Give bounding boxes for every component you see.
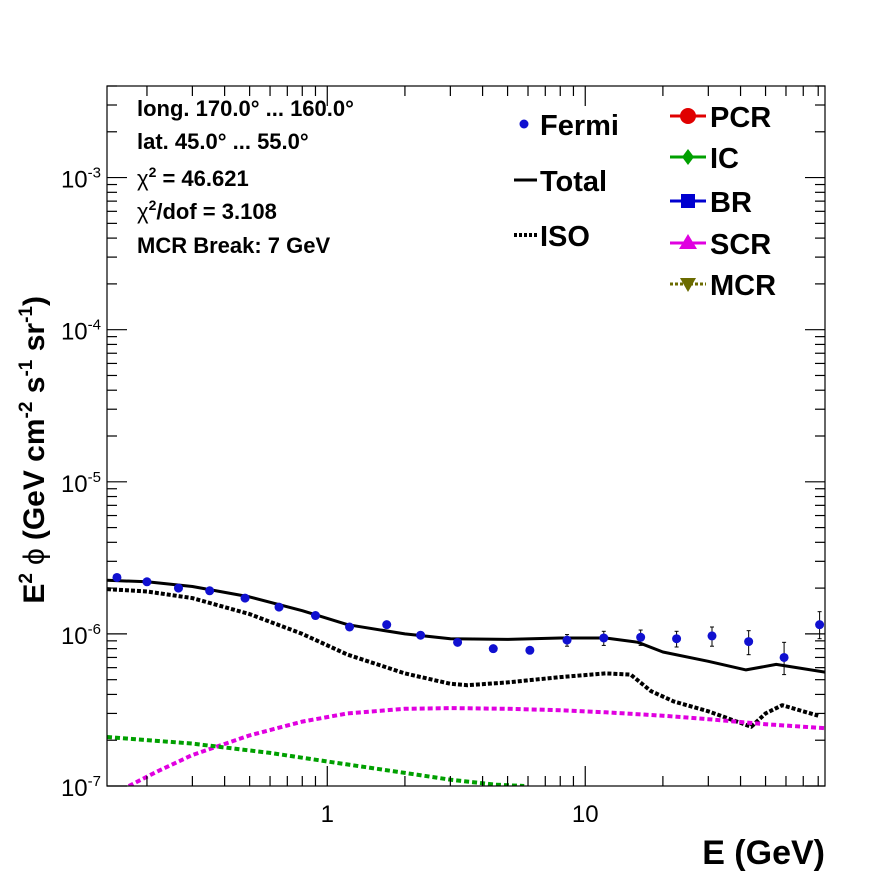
legend-label-mcr: MCR	[710, 270, 776, 302]
fermi-point	[488, 644, 498, 654]
fermi-point	[345, 622, 355, 632]
legend-label-total: Total	[540, 166, 607, 198]
axis-ticks	[107, 85, 825, 787]
legend-entry-br: BR	[670, 187, 752, 219]
fermi-point	[636, 632, 646, 642]
series-line-ic	[107, 735, 525, 786]
y-tick-label-1e-4: 10-4	[61, 317, 101, 346]
legend-label-fermi: Fermi	[540, 110, 619, 142]
legend-marker-mcr	[680, 278, 696, 292]
legend-entry-fermi: Fermi	[519, 110, 619, 142]
x-axis-title: E (GeV)	[702, 834, 825, 872]
fermi-point	[744, 637, 754, 647]
latitude-range: lat. 45.0° ... 55.0°	[137, 129, 309, 154]
fermi-point	[112, 572, 122, 582]
legend-label-scr: SCR	[710, 229, 771, 261]
fermi-point	[599, 633, 609, 643]
legend-entry-total: Total	[514, 166, 607, 198]
fermi-point	[382, 620, 392, 630]
fermi-point	[173, 583, 183, 593]
fermi-point	[562, 635, 572, 645]
legend-marker-pcr	[680, 108, 696, 124]
series-line-iso	[107, 587, 819, 729]
y-tick-labels: 10-7 10-6 10-5 10-4 10-3	[61, 165, 101, 802]
y-tick-label-1e-6: 10-6	[61, 621, 101, 650]
fermi-data-points	[112, 572, 825, 676]
fermi-point	[672, 634, 682, 644]
legend-label-ic: IC	[710, 143, 739, 175]
legend-marker-fermi	[519, 119, 529, 129]
legend-entry-iso: ISO	[514, 221, 590, 253]
fermi-point	[525, 645, 535, 655]
legend-entry-pcr: PCR	[670, 102, 771, 134]
fermi-point	[240, 593, 250, 603]
x-tick-label-1: 1	[321, 801, 334, 828]
y-tick-label-1e-7: 10-7	[61, 773, 101, 802]
legend-marker-br	[681, 194, 695, 208]
fit-info-block: long. 170.0° ... 160.0° lat. 45.0° ... 5…	[137, 96, 354, 258]
y-axis-title: E2ϕ(GeV cm-2 s-1 sr-1)	[16, 296, 51, 604]
chi2-per-dof: χ2/dof = 3.108	[137, 197, 277, 224]
x-tick-label-10: 10	[572, 801, 599, 828]
fermi-point	[815, 620, 825, 630]
legend-label-br: BR	[710, 187, 752, 219]
legend-marker-scr	[679, 234, 697, 249]
series-line-scr	[127, 706, 825, 786]
fermi-point	[416, 630, 426, 640]
legend-entry-mcr: MCR	[670, 270, 776, 302]
x-tick-labels: 1 10	[321, 801, 599, 828]
legend-entry-scr: SCR	[670, 229, 771, 261]
fermi-point	[310, 611, 320, 621]
legend-marker-ic	[682, 149, 694, 165]
y-tick-label-1e-5: 10-5	[61, 469, 101, 498]
fermi-point	[274, 602, 284, 612]
fermi-point	[707, 631, 717, 641]
y-tick-label-1e-3: 10-3	[61, 165, 101, 194]
legend-label-iso: ISO	[540, 221, 590, 253]
fermi-point	[205, 586, 215, 596]
fermi-point	[142, 577, 152, 587]
series-line-total	[107, 578, 825, 674]
fermi-point	[779, 652, 789, 662]
legend-label-pcr: PCR	[710, 102, 771, 134]
legend: Fermi Total ISO PCR IC BR SCR	[514, 102, 776, 302]
longitude-range: long. 170.0° ... 160.0°	[137, 96, 354, 121]
legend-entry-ic: IC	[670, 143, 739, 175]
mcr-break: MCR Break: 7 GeV	[137, 233, 331, 258]
model-curves	[107, 578, 825, 786]
fermi-point	[453, 637, 463, 647]
chi2-value: χ2 = 46.621	[137, 164, 249, 191]
